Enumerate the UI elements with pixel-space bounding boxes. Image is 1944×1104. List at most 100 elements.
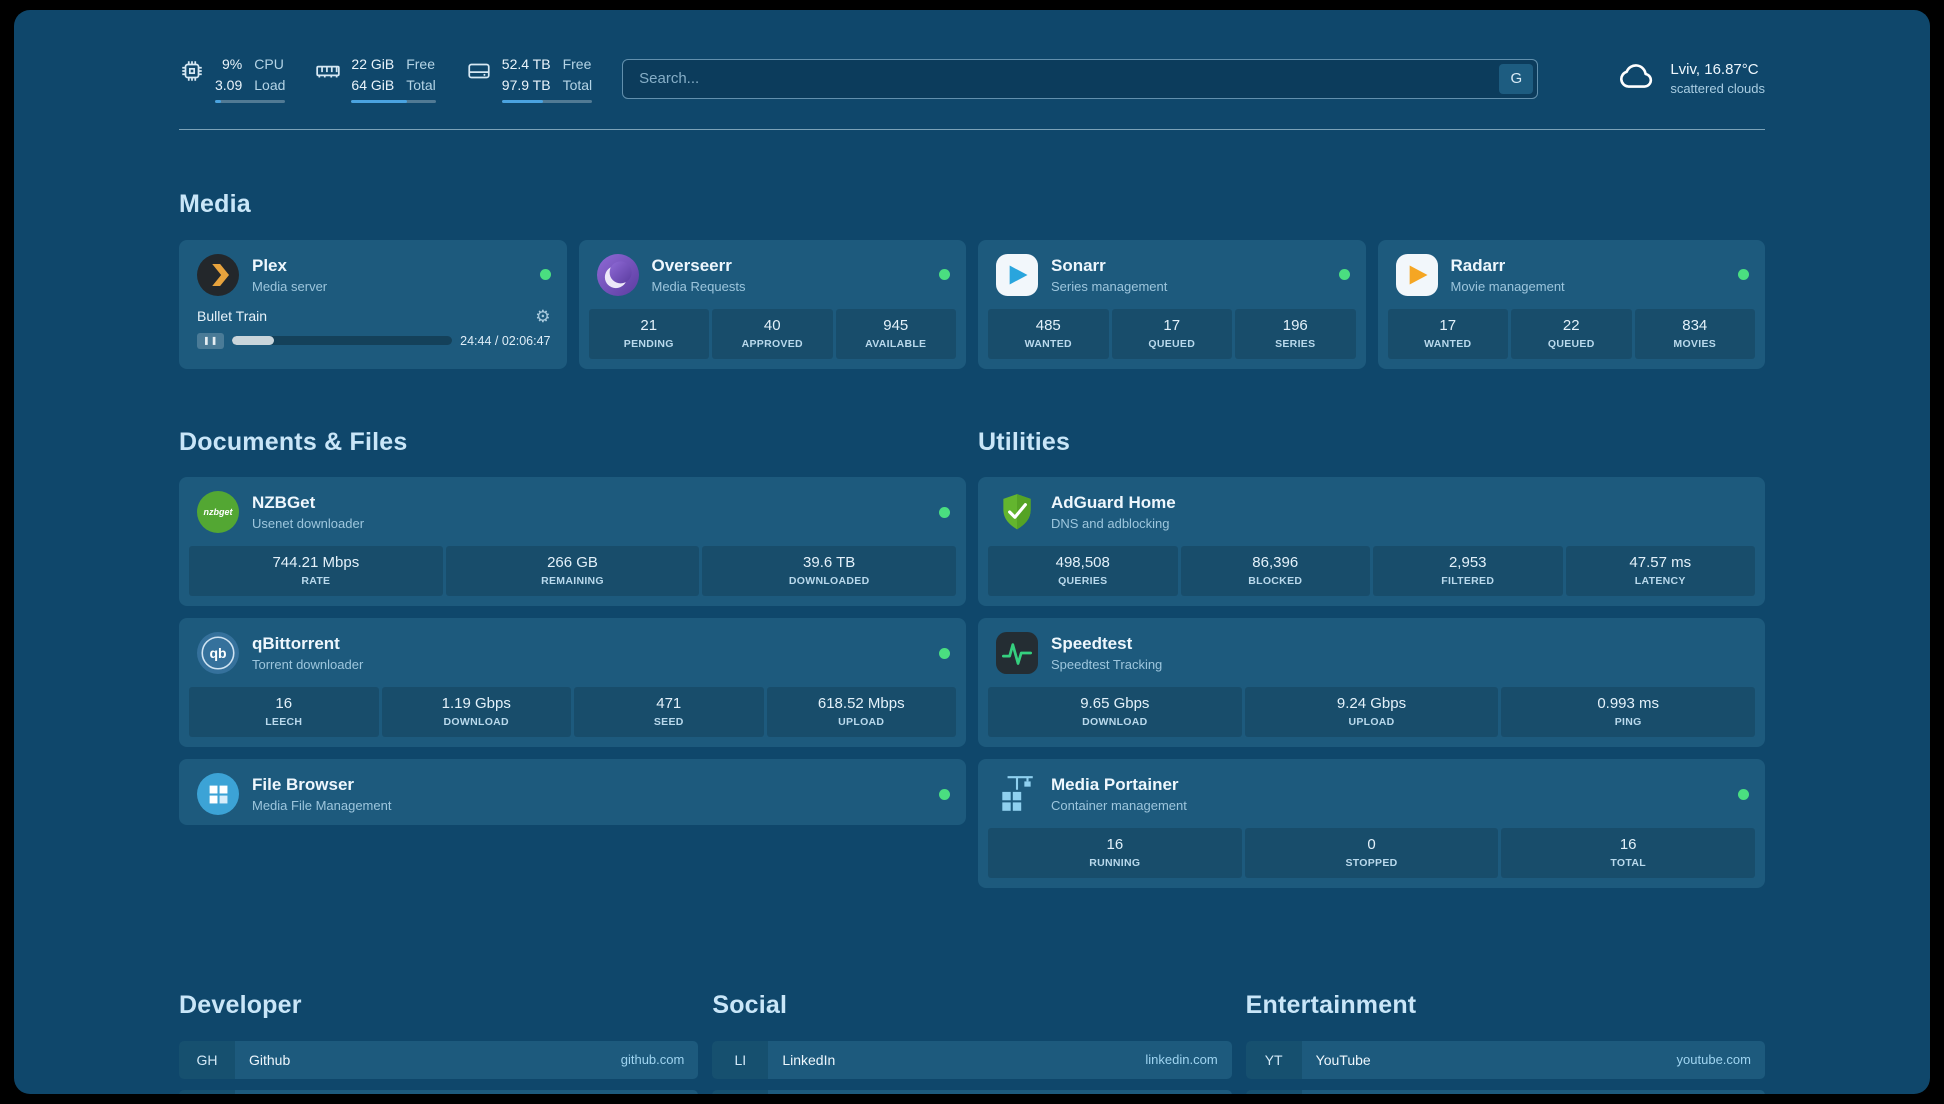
bookmark-youtube[interactable]: YT YouTube youtube.com — [1245, 1040, 1765, 1079]
cpu-icon — [179, 58, 205, 89]
bookmark-twitter[interactable]: TW Twitter twitter.com — [712, 1089, 1232, 1094]
overseerr-card[interactable]: Overseerr Media Requests 21 PENDING 40 A… — [578, 239, 966, 369]
bookmark-url: youtube.com — [1676, 1052, 1751, 1068]
portainer-card[interactable]: Media Portainer Container management 16 … — [978, 759, 1765, 889]
documents-section-title: Documents & Files — [179, 427, 408, 456]
weather-condition: scattered clouds — [1670, 81, 1765, 96]
bookmark-abbr: SO — [179, 1089, 235, 1094]
gear-icon[interactable]: ⚙ — [535, 306, 551, 326]
social-section-title: Social — [712, 991, 788, 1019]
utilities-section: Utilities AdGuard Home DNS and adblockin… — [978, 407, 1765, 901]
stat-blocked: 86,396 BLOCKED — [1180, 546, 1370, 597]
service-desc: Usenet downloader — [252, 516, 365, 532]
plex-card[interactable]: Plex Media server Bullet Train ⚙ ❚❚ 24:4… — [179, 239, 567, 369]
weather-location: Lviv, 16.87°C — [1670, 61, 1759, 78]
stat-approved: 40 APPROVED — [712, 308, 833, 359]
playback-progress-bar — [232, 336, 453, 346]
nzbget-icon: nzbget — [197, 491, 239, 534]
cpu-load-label: Load — [254, 77, 286, 93]
social-bookmarks: Social LI LinkedIn linkedin.com TW Twitt… — [712, 970, 1232, 1094]
stat-download: 1.19 Gbps DOWNLOAD — [381, 687, 571, 738]
bookmark-abbr: LI — [712, 1040, 769, 1079]
disk-free-value: 52.4 TB — [501, 56, 551, 72]
stat-latency: 47.57 ms LATENCY — [1565, 546, 1755, 597]
stat-upload: 9.24 Gbps UPLOAD — [1244, 687, 1499, 738]
service-desc: Container management — [1051, 798, 1187, 814]
service-name: qBittorrent — [252, 634, 340, 654]
search-provider-button[interactable]: G — [1499, 63, 1534, 94]
filebrowser-icon — [197, 773, 239, 816]
radarr-card[interactable]: Radarr Movie management 17 WANTED 22 QUE… — [1377, 239, 1765, 369]
memory-total-label: Total — [406, 77, 436, 93]
service-desc: Movie management — [1450, 278, 1565, 294]
adguard-card[interactable]: AdGuard Home DNS and adblocking 498,508 … — [978, 477, 1765, 607]
media-section: Media Plex Media server Bullet Train ⚙ — [179, 190, 1765, 369]
stat-stopped: 0 STOPPED — [1244, 828, 1499, 879]
playback-time: 24:44 / 02:06:47 — [460, 333, 551, 348]
status-dot — [1338, 269, 1350, 281]
service-desc: Media Requests — [651, 278, 746, 294]
search-input[interactable] — [637, 69, 1500, 88]
service-desc: DNS and adblocking — [1051, 516, 1170, 532]
service-desc: Media server — [252, 278, 328, 294]
memory-progress-bar — [351, 100, 436, 103]
stat-leech: 16 LEECH — [189, 687, 379, 738]
stat-queued: 22 QUEUED — [1511, 308, 1632, 359]
plex-icon — [197, 253, 239, 296]
adguard-icon — [996, 491, 1038, 533]
bookmark-netflix[interactable]: NF Netflix netflix.com — [1245, 1089, 1765, 1094]
memory-widget: 22 GiB 64 GiB Free Total — [315, 54, 436, 103]
stat-movies: 834 MOVIES — [1634, 308, 1755, 359]
stat-total: 16 TOTAL — [1501, 828, 1756, 879]
bookmark-abbr: YT — [1245, 1040, 1302, 1079]
bookmark-abbr: GH — [179, 1040, 235, 1079]
status-dot — [1738, 788, 1749, 800]
sonarr-icon — [996, 253, 1038, 296]
cpu-load-value: 3.09 — [215, 77, 243, 93]
overseerr-icon — [596, 253, 639, 296]
entertainment-bookmarks: Entertainment YT YouTube youtube.com NF … — [1245, 970, 1765, 1094]
service-desc: Torrent downloader — [252, 657, 364, 673]
media-section-title: Media — [179, 190, 251, 218]
service-desc: Media File Management — [252, 798, 392, 814]
service-name: Radarr — [1450, 255, 1506, 275]
stat-download: 9.65 Gbps DOWNLOAD — [988, 687, 1242, 738]
bookmark-stackoverflow[interactable]: SO StackOverflow stackoverflow.com — [179, 1089, 699, 1094]
service-name: Sonarr — [1051, 255, 1106, 275]
stat-queued: 17 QUEUED — [1111, 308, 1232, 359]
sonarr-card[interactable]: Sonarr Series management 485 WANTED 17 Q… — [978, 239, 1366, 369]
speedtest-card[interactable]: Speedtest Speedtest Tracking 9.65 Gbps D… — [978, 618, 1765, 748]
now-playing-title: Bullet Train — [197, 308, 268, 325]
portainer-icon — [996, 773, 1038, 815]
disk-progress-bar — [501, 100, 593, 103]
dashboard-app: 9% 3.09 CPU Load — [14, 10, 1930, 1094]
status-dot — [1738, 269, 1749, 281]
bookmark-abbr: TW — [712, 1089, 769, 1094]
disk-widget: 52.4 TB 97.9 TB Free Total — [466, 54, 593, 103]
bookmark-linkedin[interactable]: LI LinkedIn linkedin.com — [712, 1040, 1232, 1079]
bookmark-name: YouTube — [1315, 1051, 1371, 1068]
cloud-icon — [1616, 55, 1658, 102]
qbittorrent-card[interactable]: qb qBittorrent Torrent downloader 16 LEE… — [179, 618, 966, 748]
bookmark-name: Github — [249, 1051, 291, 1068]
filebrowser-card[interactable]: File Browser Media File Management — [179, 759, 966, 826]
stat-downloaded: 39.6 TB DOWNLOADED — [702, 546, 957, 597]
pause-icon: ❚❚ — [197, 332, 225, 349]
stat-upload: 618.52 Mbps UPLOAD — [766, 687, 956, 738]
status-dot — [539, 269, 551, 281]
documents-section: Documents & Files nzbget NZBGet Usenet d… — [179, 407, 966, 901]
memory-free-value: 22 GiB — [351, 56, 395, 72]
nzbget-card[interactable]: nzbget NZBGet Usenet downloader 744.21 M… — [179, 477, 966, 607]
disk-total-value: 97.9 TB — [501, 77, 551, 93]
service-name: NZBGet — [252, 493, 316, 513]
service-desc: Speedtest Tracking — [1051, 657, 1163, 673]
bookmark-url: github.com — [620, 1052, 685, 1068]
stat-rate: 744.21 Mbps RATE — [189, 546, 443, 597]
service-name: Plex — [252, 255, 287, 275]
bookmark-github[interactable]: GH Github github.com — [179, 1040, 699, 1079]
cpu-progress-bar — [215, 100, 286, 103]
memory-free-label: Free — [406, 56, 436, 72]
disk-icon — [466, 58, 492, 89]
search-bar[interactable]: G — [622, 58, 1539, 99]
